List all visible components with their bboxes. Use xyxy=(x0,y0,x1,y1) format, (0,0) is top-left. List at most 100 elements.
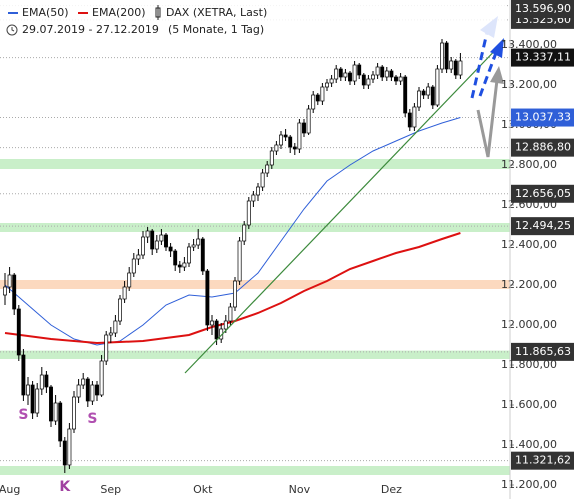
candle-body xyxy=(389,70,394,78)
candle-body xyxy=(246,200,251,226)
ema-line xyxy=(4,232,461,345)
level-box xyxy=(511,342,574,361)
candle-body xyxy=(62,440,67,466)
candle-body xyxy=(49,386,53,422)
candle-body xyxy=(242,224,247,242)
candle-body xyxy=(58,402,63,442)
candle-body xyxy=(72,396,76,430)
candle-body xyxy=(357,64,362,76)
clock-icon xyxy=(6,24,18,36)
zone xyxy=(0,159,510,169)
candle-body xyxy=(329,78,334,84)
candle-body xyxy=(398,76,403,82)
candle-body xyxy=(361,74,366,86)
level-box xyxy=(511,48,574,67)
candle-body xyxy=(251,194,256,202)
candle-body xyxy=(279,134,283,146)
x-tick-label: Nov xyxy=(289,483,311,496)
candle-body xyxy=(292,146,297,150)
candle-body xyxy=(260,172,265,188)
candle-body xyxy=(205,270,210,326)
candle-body xyxy=(435,68,440,106)
zone xyxy=(0,223,510,232)
candle-body xyxy=(325,82,329,88)
candle-body xyxy=(191,244,196,248)
candle-body xyxy=(81,378,86,386)
clock-icon xyxy=(11,27,15,32)
candle-body xyxy=(352,64,357,82)
candle-body xyxy=(223,320,228,330)
candle-body xyxy=(12,274,17,310)
candle-body xyxy=(85,378,90,402)
candle-body xyxy=(150,230,155,250)
candle-body xyxy=(154,240,159,250)
candle-body xyxy=(311,94,316,110)
y-tick-label: 11.200,00 xyxy=(501,478,557,491)
candle-body xyxy=(283,134,288,138)
candle-body xyxy=(127,272,132,288)
candle-body xyxy=(168,246,173,252)
candle-body xyxy=(113,320,118,334)
candle-body xyxy=(187,246,191,264)
y-axis: 11.200,00 11.400,00 11.600,00 11.800,00 12.0… xyxy=(0,0,557,499)
x-tick-label: Sep xyxy=(100,483,121,496)
candle-body xyxy=(76,384,81,398)
candle-body xyxy=(104,334,109,362)
y-tick-label: 12.800,00 xyxy=(501,158,557,171)
trend-line xyxy=(184,39,506,374)
candle-body xyxy=(269,150,274,166)
price-levels: 13.525,6013.596,9013.337,1113.037,3312.8… xyxy=(511,0,574,470)
level-label: 12.656,05 xyxy=(515,187,571,200)
candle-body xyxy=(265,164,270,174)
candle-body xyxy=(297,122,302,150)
candle-body xyxy=(237,240,242,282)
candle-body xyxy=(412,106,417,128)
candle-body xyxy=(145,230,150,238)
candle-body xyxy=(458,60,463,76)
candle-body xyxy=(315,94,320,102)
candle-body xyxy=(449,60,454,70)
candle-body xyxy=(343,72,348,78)
candle-body xyxy=(159,234,164,242)
candle-body xyxy=(444,42,449,70)
candle-body xyxy=(274,144,279,152)
candle-body xyxy=(256,186,260,196)
candle-body xyxy=(3,286,7,296)
candle-body xyxy=(417,90,421,108)
level-box xyxy=(511,451,574,470)
candle-body xyxy=(131,258,136,274)
candle-body xyxy=(26,384,30,396)
date-range: 29.07.2019 - 27.12.2019 xyxy=(22,23,159,36)
zone xyxy=(0,466,510,475)
y-tick-label: 11.800,00 xyxy=(501,358,557,371)
candle-body xyxy=(177,264,182,268)
candle-body xyxy=(288,136,293,148)
candle-body xyxy=(196,238,201,246)
annotation: K xyxy=(59,479,71,495)
candle-body xyxy=(164,234,168,248)
y-tick-label: 11.600,00 xyxy=(501,398,557,411)
annotation: S xyxy=(87,411,97,427)
zone xyxy=(0,280,510,289)
legend-label: EMA(50) xyxy=(22,6,69,19)
level-box xyxy=(511,217,574,236)
candle-body xyxy=(348,72,352,82)
candle-body xyxy=(182,262,187,268)
candle-body xyxy=(302,122,306,134)
candle-body xyxy=(35,388,40,414)
candle-body xyxy=(440,42,444,70)
chart-title: DAX (XETRA, Last) xyxy=(166,6,267,19)
level-box xyxy=(511,0,574,18)
candle-body xyxy=(200,238,205,272)
header-bg xyxy=(0,0,505,38)
x-tick-label: Dez xyxy=(381,483,402,496)
candle-body xyxy=(108,332,113,336)
level-label: 11.865,63 xyxy=(515,345,571,358)
level-label: 13.337,11 xyxy=(515,51,571,64)
level-box xyxy=(511,108,574,127)
candle-body xyxy=(334,68,339,80)
annotation: S xyxy=(18,407,28,423)
level-box xyxy=(511,184,574,203)
candle-body xyxy=(30,384,35,414)
candle-body xyxy=(214,320,219,340)
